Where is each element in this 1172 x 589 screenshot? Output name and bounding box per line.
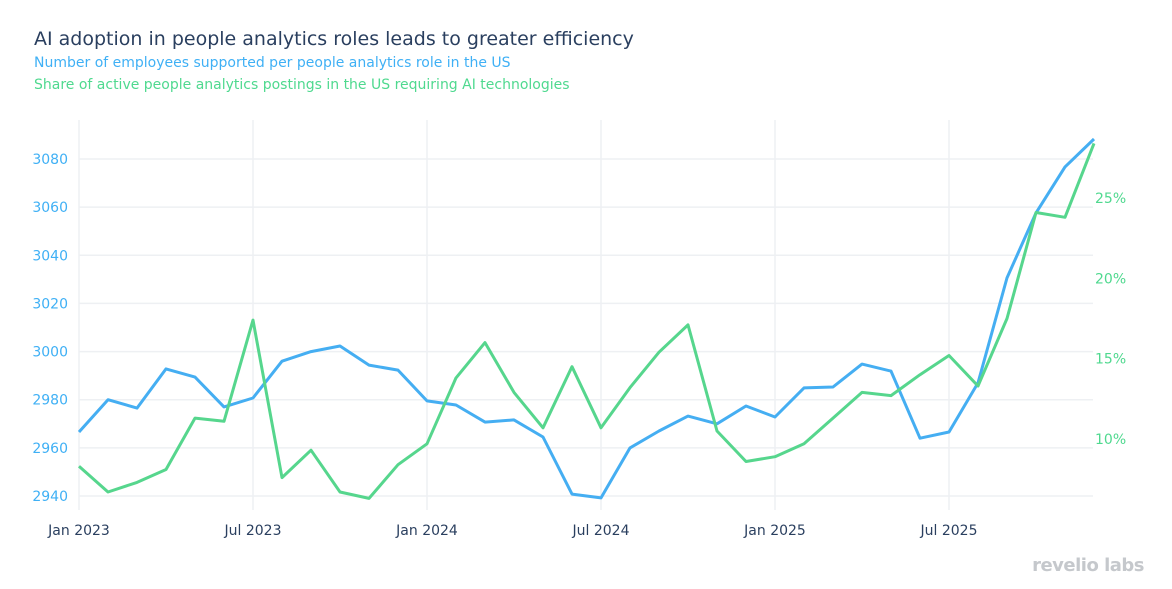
y-left-tick-label: 3000 [32, 345, 68, 361]
x-tick-label: Jan 2023 [47, 523, 110, 539]
chart-title: AI adoption in people analytics roles le… [34, 28, 634, 50]
x-tick-label: Jul 2023 [224, 523, 282, 539]
x-tick-label: Jul 2024 [572, 523, 630, 539]
series-line-employees-per-role [77, 137, 1096, 500]
y-left-tick-label: 3040 [32, 248, 68, 264]
x-tick-label: Jan 2024 [395, 523, 458, 539]
x-tick-label: Jul 2025 [920, 523, 978, 539]
y-right-tick-label: 25% [1095, 191, 1126, 207]
series-line-ai-share [78, 142, 1096, 500]
subtitle-ai-share: Share of active people analytics posting… [34, 77, 570, 93]
y-right-tick-label: 20% [1095, 271, 1126, 287]
revelio-labs-logo: revelio labs [1032, 555, 1144, 576]
y-left-tick-label: 3060 [32, 200, 68, 216]
y-left-tick-label: 3080 [32, 152, 68, 168]
y-left-tick-label: 2940 [32, 489, 68, 505]
y-left-tick-label: 2960 [32, 441, 68, 457]
y-left-tick-label: 2980 [32, 393, 68, 409]
y-left-tick-label: 3020 [32, 296, 68, 312]
subtitle-employees: Number of employees supported per people… [34, 55, 511, 71]
x-tick-label: Jan 2025 [743, 523, 806, 539]
y-right-tick-label: 10% [1095, 432, 1126, 448]
y-right-tick-label: 15% [1095, 352, 1126, 368]
